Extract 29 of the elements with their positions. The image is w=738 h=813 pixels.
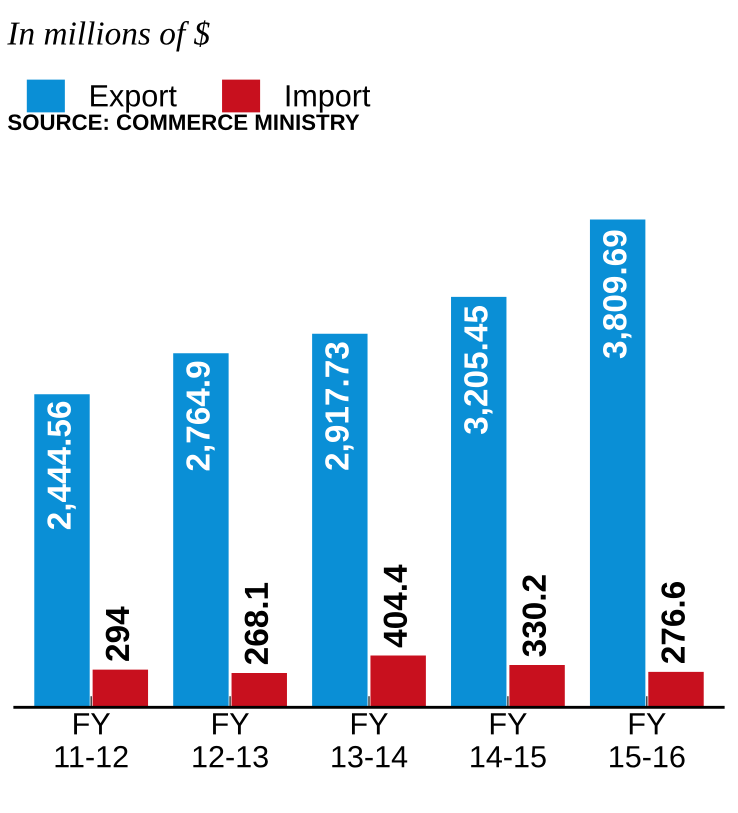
bar	[451, 296, 506, 708]
x-tick-label: FY 14-15	[471, 713, 546, 768]
x-tick-label: FY 11-12	[56, 713, 128, 768]
x-tick-label: FY 12-13	[193, 713, 268, 768]
x-tick-label: FY 15-16	[610, 713, 685, 768]
x-tick-label: FY 13-14	[332, 713, 408, 768]
data-label: 2,917.73	[325, 342, 354, 470]
bar	[590, 220, 646, 708]
bar	[232, 672, 287, 708]
legend-label: Import	[286, 85, 370, 113]
chart-title: In millions of $	[7, 20, 210, 52]
data-label: 3,809.69	[603, 230, 632, 358]
data-label: 330.2	[522, 575, 546, 657]
source-note: SOURCE: COMMERCE MINISTRY	[8, 114, 360, 130]
data-label: 276.6	[661, 582, 685, 664]
data-label: 2,444.56	[47, 402, 76, 530]
data-label: 268.1	[244, 582, 268, 664]
bar	[34, 394, 90, 708]
bar	[173, 353, 229, 708]
data-label: 404.4	[384, 564, 408, 648]
bar	[370, 656, 426, 708]
legend-label: Export	[91, 85, 177, 113]
bar	[648, 672, 704, 708]
data-label: 2,764.9	[186, 362, 215, 470]
data-label: 3,205.45	[464, 306, 493, 434]
bar	[509, 665, 565, 708]
data-label: 294	[106, 606, 130, 661]
bar	[92, 670, 148, 708]
bar	[312, 334, 368, 708]
